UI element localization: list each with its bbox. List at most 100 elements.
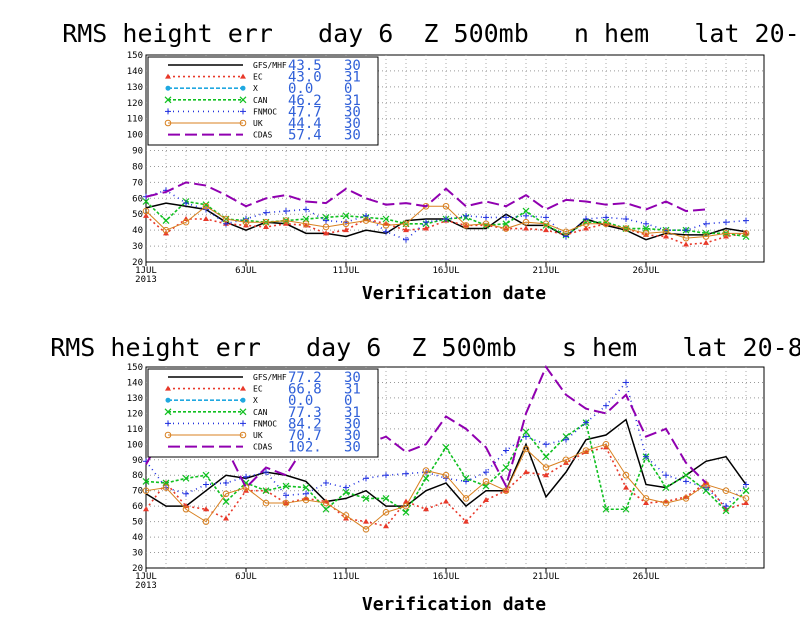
data-point: [202, 202, 210, 210]
data-point: [423, 506, 429, 512]
legend-series-count: 31: [344, 93, 361, 109]
data-point: [642, 225, 650, 232]
data-point: [403, 227, 409, 233]
data-point: [202, 471, 210, 479]
data-point: [162, 484, 170, 491]
legend-series-mean: 57.4: [288, 128, 322, 144]
y-tick-label: 100: [127, 131, 143, 141]
data-point: [222, 215, 230, 223]
data-point: [363, 518, 369, 524]
x-tick-label: 16JUL: [432, 572, 459, 582]
legend-series-name: X: [253, 84, 258, 93]
data-point: [342, 512, 350, 519]
data-point: [162, 217, 170, 225]
data-point: [683, 478, 689, 485]
data-point: [703, 239, 709, 245]
data-point: [342, 212, 350, 220]
data-point: [543, 472, 549, 478]
y-tick-label: 90: [132, 456, 143, 466]
data-point: [522, 207, 530, 215]
data-point: [622, 505, 630, 513]
data-point: [203, 216, 209, 222]
legend-series-count: 30: [344, 128, 361, 144]
data-point: [222, 498, 230, 505]
y-tick-label: 80: [132, 471, 143, 481]
data-point: [402, 502, 410, 510]
legend-series-mean: 70.7: [288, 428, 322, 444]
data-point: [742, 487, 750, 495]
data-point: [403, 470, 409, 477]
legend-series-name: X: [253, 396, 258, 405]
data-point: [323, 479, 329, 486]
data-point: [362, 526, 370, 533]
data-point: [523, 469, 529, 475]
y-tick-label: 50: [132, 518, 143, 528]
data-point: [302, 220, 310, 228]
y-tick-label: 90: [132, 147, 143, 157]
x-tick-label: 26JUL: [632, 572, 659, 582]
legend-marker: [165, 73, 171, 79]
data-point: [623, 379, 629, 386]
data-point: [663, 233, 669, 239]
y-tick-label: 50: [132, 210, 143, 220]
legend-marker: [240, 73, 246, 79]
data-point: [503, 447, 509, 454]
data-point: [402, 508, 410, 516]
data-point: [283, 492, 289, 499]
data-point: [142, 198, 150, 205]
data-point: [303, 495, 309, 501]
legend-series-name: GFS/MHF: [253, 373, 287, 382]
data-point: [263, 209, 269, 216]
legend-marker: [165, 108, 171, 115]
data-point: [263, 223, 269, 229]
data-point: [423, 225, 429, 231]
data-point: [382, 494, 390, 502]
legend-marker: [164, 408, 172, 416]
y-tick-label: 110: [127, 115, 143, 125]
legend-marker: [239, 431, 247, 439]
legend-marker: [240, 85, 246, 91]
legend-series-mean: 66.8: [288, 382, 322, 398]
data-point: [383, 523, 389, 529]
data-point: [423, 219, 429, 226]
y-tick-label: 130: [127, 83, 143, 93]
series-line: [145, 443, 747, 530]
data-point: [402, 220, 410, 228]
y-tick-label: 20: [132, 258, 143, 268]
data-point: [282, 482, 290, 490]
data-point: [322, 213, 330, 221]
legend-marker: [165, 397, 171, 403]
data-point: [323, 230, 329, 236]
data-point: [602, 441, 610, 448]
chart-title: RMS height err day 6 Z 500mb n hem lat 2…: [62, 19, 800, 48]
legend-series-count: 0: [344, 81, 352, 97]
legend-series-mean: 77.2: [288, 370, 322, 386]
data-point: [502, 220, 510, 228]
data-point: [722, 230, 730, 237]
data-point: [442, 443, 450, 451]
data-point: [382, 215, 390, 223]
legend-series-count: 30: [344, 58, 361, 74]
data-point: [262, 218, 270, 226]
data-point: [662, 484, 670, 492]
data-point: [662, 228, 670, 236]
legend-series-name: EC: [253, 73, 263, 82]
legend-marker: [164, 431, 172, 439]
data-point: [542, 464, 550, 471]
data-point: [683, 241, 689, 247]
data-point: [682, 495, 690, 502]
data-point: [682, 234, 690, 242]
data-point: [282, 499, 290, 507]
legend-series-mean: 102.: [288, 440, 322, 456]
data-point: [482, 220, 490, 228]
data-point: [583, 225, 589, 231]
legend: GFS/MHF 77.2 30 EC 66.8 31 X 0.0 0 CAN 77.3 31 FNMOC…: [147, 368, 379, 458]
data-point: [382, 222, 390, 229]
legend-series-count: 30: [344, 428, 361, 444]
data-point: [543, 227, 549, 233]
legend-marker: [240, 397, 246, 403]
data-point: [342, 488, 350, 496]
data-point: [722, 507, 730, 515]
legend-series-count: 31: [344, 70, 361, 86]
